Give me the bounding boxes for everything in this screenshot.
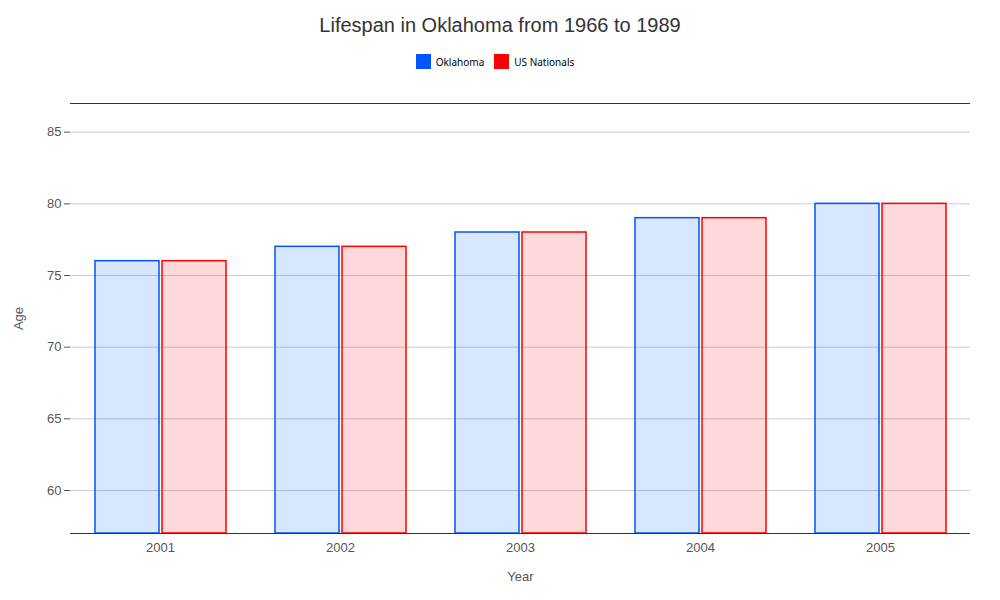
svg-text:75: 75: [47, 268, 61, 283]
html-text:Lifespan in Oklahoma from 1966: Lifespan in Oklahoma from 1966 to 1989: [319, 14, 681, 36]
svg-text:2001: 2001: [146, 540, 175, 555]
svg-text:65: 65: [47, 411, 61, 426]
html-text:Oklahoma: Oklahoma: [435, 54, 485, 69]
svg-text:2002: 2002: [326, 540, 355, 555]
svg-text:2005: 2005: [866, 540, 895, 555]
svg-text:2004: 2004: [686, 540, 715, 555]
svg-text:85: 85: [47, 124, 61, 139]
html-text:US Nationals: US Nationals: [514, 54, 575, 69]
svg-text:2003: 2003: [506, 540, 535, 555]
svg-text:80: 80: [47, 196, 61, 211]
svg-text:Age: Age: [11, 307, 26, 330]
svg-text:60: 60: [47, 483, 61, 498]
svg-text:70: 70: [47, 339, 61, 354]
svg-text:Year: Year: [507, 569, 534, 584]
